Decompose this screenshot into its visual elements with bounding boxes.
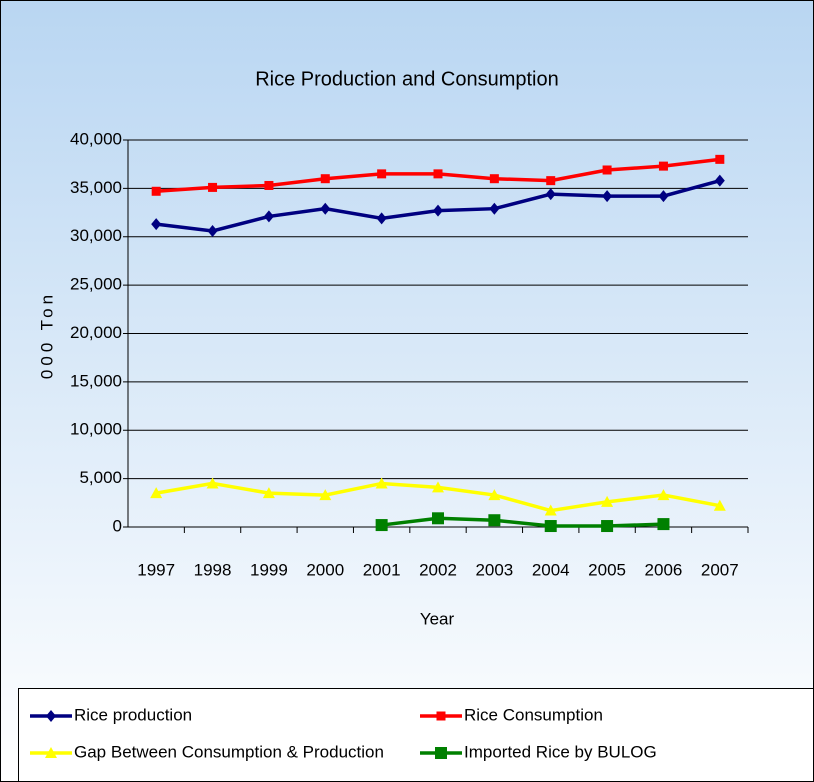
legend-marker: [45, 747, 57, 758]
data-point: [601, 495, 614, 507]
y-tick-label: 20,000: [70, 323, 122, 342]
data-point: [375, 477, 388, 489]
data-point: [489, 174, 499, 184]
data-point: [432, 481, 444, 493]
data-point: [320, 174, 330, 184]
data-point: [658, 161, 668, 171]
data-point: [377, 169, 387, 179]
data-point: [207, 224, 218, 237]
x-tick-label: 2002: [419, 560, 457, 579]
x-tick-label: 1999: [250, 560, 288, 579]
x-tick-label: 1998: [194, 560, 232, 579]
y-tick-label: 5,000: [79, 468, 122, 487]
data-point: [375, 519, 388, 532]
data-point: [546, 176, 556, 186]
data-point: [376, 212, 387, 225]
legend-label: Gap Between Consumption & Production: [74, 742, 384, 761]
data-point: [657, 489, 670, 501]
data-point: [151, 218, 162, 231]
legend-label: Imported Rice by BULOG: [464, 742, 657, 761]
x-tick-label: 1997: [137, 560, 175, 579]
y-tick-label: 0: [113, 516, 122, 535]
data-point: [433, 204, 443, 217]
y-tick-label: 10,000: [70, 420, 122, 439]
data-point: [601, 520, 614, 533]
data-point: [713, 499, 726, 511]
data-point: [433, 169, 443, 179]
legend-label: Rice Consumption: [464, 705, 603, 724]
data-point: [264, 180, 274, 190]
data-point: [319, 489, 332, 501]
y-axis-label: 000 Ton: [37, 291, 56, 379]
x-tick-label: 2007: [701, 560, 739, 579]
data-point: [208, 182, 218, 192]
x-tick-label: 2003: [475, 560, 513, 579]
data-point: [544, 520, 557, 533]
data-point: [320, 202, 331, 215]
legend-marker: [46, 710, 56, 722]
x-tick-label: 2001: [363, 560, 401, 579]
data-point: [544, 504, 557, 516]
x-tick-label: 2000: [306, 560, 344, 579]
data-point: [658, 190, 669, 203]
data-point: [602, 165, 612, 175]
data-point: [206, 477, 219, 489]
data-point: [150, 487, 163, 499]
chart-title: Rice Production and Consumption: [255, 68, 559, 90]
data-point: [715, 154, 725, 164]
y-tick-label: 35,000: [70, 178, 122, 197]
data-point: [602, 190, 613, 203]
x-tick-label: 2004: [532, 560, 570, 579]
data-point: [714, 174, 725, 187]
y-tick-label: 15,000: [70, 371, 122, 390]
x-tick-label: 2005: [588, 560, 626, 579]
legend-label: Rice production: [74, 705, 192, 724]
data-point: [488, 514, 501, 527]
data-point: [545, 188, 556, 201]
legend-marker: [436, 711, 446, 721]
data-point: [262, 487, 275, 499]
data-point: [488, 489, 501, 501]
y-tick-label: 40,000: [70, 129, 122, 148]
legend-marker: [435, 747, 447, 759]
data-point: [151, 186, 161, 196]
y-tick-label: 30,000: [70, 226, 122, 245]
y-tick-label: 25,000: [70, 275, 122, 294]
data-point: [263, 210, 274, 223]
legend-box: [18, 688, 814, 782]
data-point: [432, 512, 444, 525]
data-point: [489, 202, 500, 215]
x-tick-label: 2006: [645, 560, 683, 579]
x-axis-label: Year: [420, 609, 455, 628]
series-line: [381, 516, 664, 528]
data-point: [657, 518, 670, 531]
